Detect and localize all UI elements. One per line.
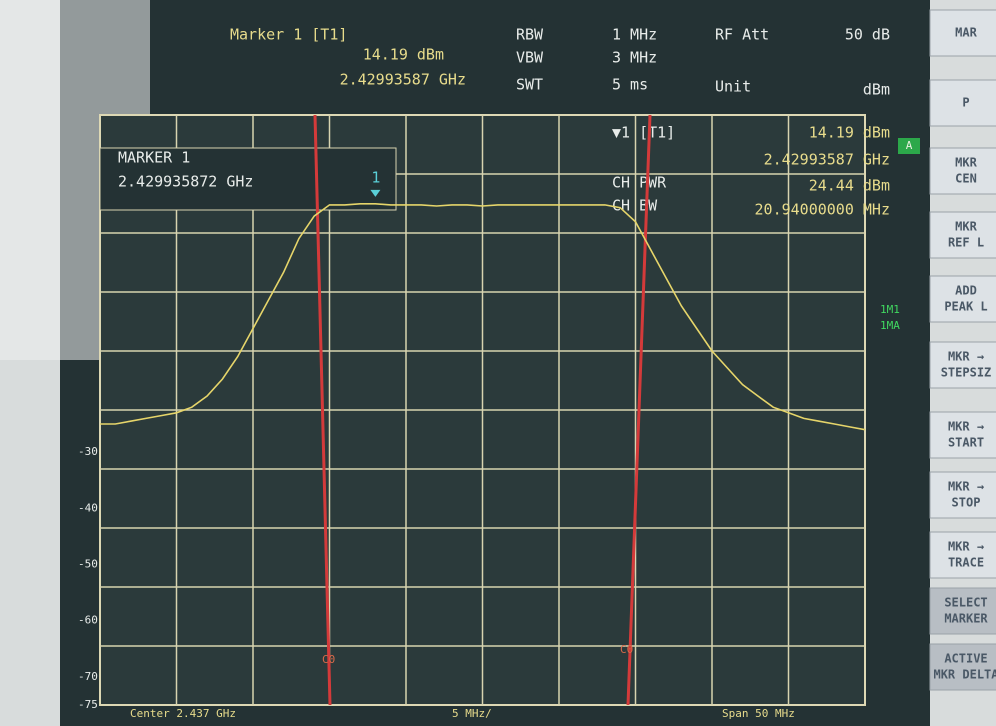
softkey-label: MKR → xyxy=(948,350,984,364)
softkey[interactable] xyxy=(929,341,996,389)
marker-symbol xyxy=(370,189,381,197)
softkey-label: PEAK L xyxy=(944,300,987,314)
softkey-label: START xyxy=(948,436,984,450)
y-tick-label: -30 xyxy=(78,445,98,458)
softkey-label: MKR DELTA xyxy=(933,668,996,682)
marker-box-value: 2.429935872 GHz xyxy=(118,173,253,191)
y-tick-label: -40 xyxy=(78,501,98,514)
trace-indicator xyxy=(898,138,920,154)
readout-freq: 2.42993587 GHz xyxy=(764,151,890,169)
softkey-label: ACTIVE xyxy=(944,652,987,666)
marker: Marker 1 [T1] xyxy=(230,26,347,44)
marker-label: 1 xyxy=(371,168,380,186)
unit-label: Unit xyxy=(715,78,751,96)
softkey-label: MKR → xyxy=(948,540,984,554)
grid xyxy=(99,114,866,706)
softkey[interactable] xyxy=(929,211,996,259)
y-tick-label: -60 xyxy=(78,614,98,627)
softkey-label: P xyxy=(962,96,969,110)
softkey-label: MKR → xyxy=(948,480,984,494)
marker-box-title: MARKER 1 xyxy=(118,149,190,167)
ch-pwr-label: CH PWR xyxy=(612,174,667,192)
softkey-label: TRACE xyxy=(948,556,984,570)
readout-marker: ▼1 [T1] xyxy=(612,124,675,142)
marker-box xyxy=(99,147,397,211)
div: 5 MHz/ xyxy=(452,707,492,720)
channel-line xyxy=(626,114,652,706)
vbw: 3 MHz xyxy=(612,49,657,67)
softkey-label: ADD xyxy=(955,284,977,298)
side-label: A xyxy=(906,139,913,152)
softkey-label: MKR xyxy=(955,156,977,170)
softkey-label: REF L xyxy=(948,236,984,250)
channel-label: C0 xyxy=(322,653,335,666)
softkey-label: MARKER xyxy=(944,612,988,626)
softkey-label: MKR xyxy=(955,220,977,234)
softkey[interactable] xyxy=(929,147,996,195)
ch-pwr: 24.44 dBm xyxy=(809,177,890,195)
att-label: RF Att xyxy=(715,26,769,44)
side-label: 1M1 xyxy=(880,303,900,316)
softkey[interactable] xyxy=(929,411,996,459)
softkey[interactable] xyxy=(929,471,996,519)
softkey[interactable] xyxy=(929,9,996,57)
vbw-label: VBW xyxy=(516,49,544,67)
softkey-label: STOP xyxy=(952,496,981,510)
trace xyxy=(100,203,866,431)
softkey[interactable] xyxy=(929,79,996,127)
softkey[interactable] xyxy=(929,643,996,691)
ch-bw-label: CH BW xyxy=(612,197,658,215)
att: 50 dB xyxy=(845,26,890,44)
softkey-label: STEPSIZ xyxy=(941,366,992,380)
softkey-label: MAR xyxy=(955,26,977,40)
readout-level: 14.19 dBm xyxy=(809,124,890,142)
swt: 5 ms xyxy=(612,76,648,94)
center: Center 2.437 GHz xyxy=(130,707,236,720)
softkey[interactable] xyxy=(929,531,996,579)
unit: dBm xyxy=(863,81,890,99)
softkey[interactable] xyxy=(929,275,996,323)
channel-label: C0 xyxy=(620,643,633,656)
swt-label: SWT xyxy=(516,76,543,94)
ch-bw: 20.94000000 MHz xyxy=(755,201,890,219)
level: 14.19 dBm xyxy=(363,46,444,64)
softkeys: MAR P MKR CEN MKR REF L ADD PEAK L MKR → STEPSIZ M… xyxy=(929,9,996,691)
rbw-label: RBW xyxy=(516,26,544,44)
freq: 2.42993587 GHz xyxy=(340,71,466,89)
softkey[interactable] xyxy=(929,587,996,635)
y-tick-label: -50 xyxy=(78,558,98,571)
side-label: 1MA xyxy=(880,319,900,332)
softkey-label: SELECT xyxy=(944,596,987,610)
softkey-label: MKR → xyxy=(948,420,984,434)
span: Span 50 MHz xyxy=(722,707,795,720)
y-tick-label: -75 xyxy=(78,698,98,711)
rbw: 1 MHz xyxy=(612,26,657,44)
softkey-label: CEN xyxy=(955,172,977,186)
y-tick-label: -70 xyxy=(78,670,98,683)
